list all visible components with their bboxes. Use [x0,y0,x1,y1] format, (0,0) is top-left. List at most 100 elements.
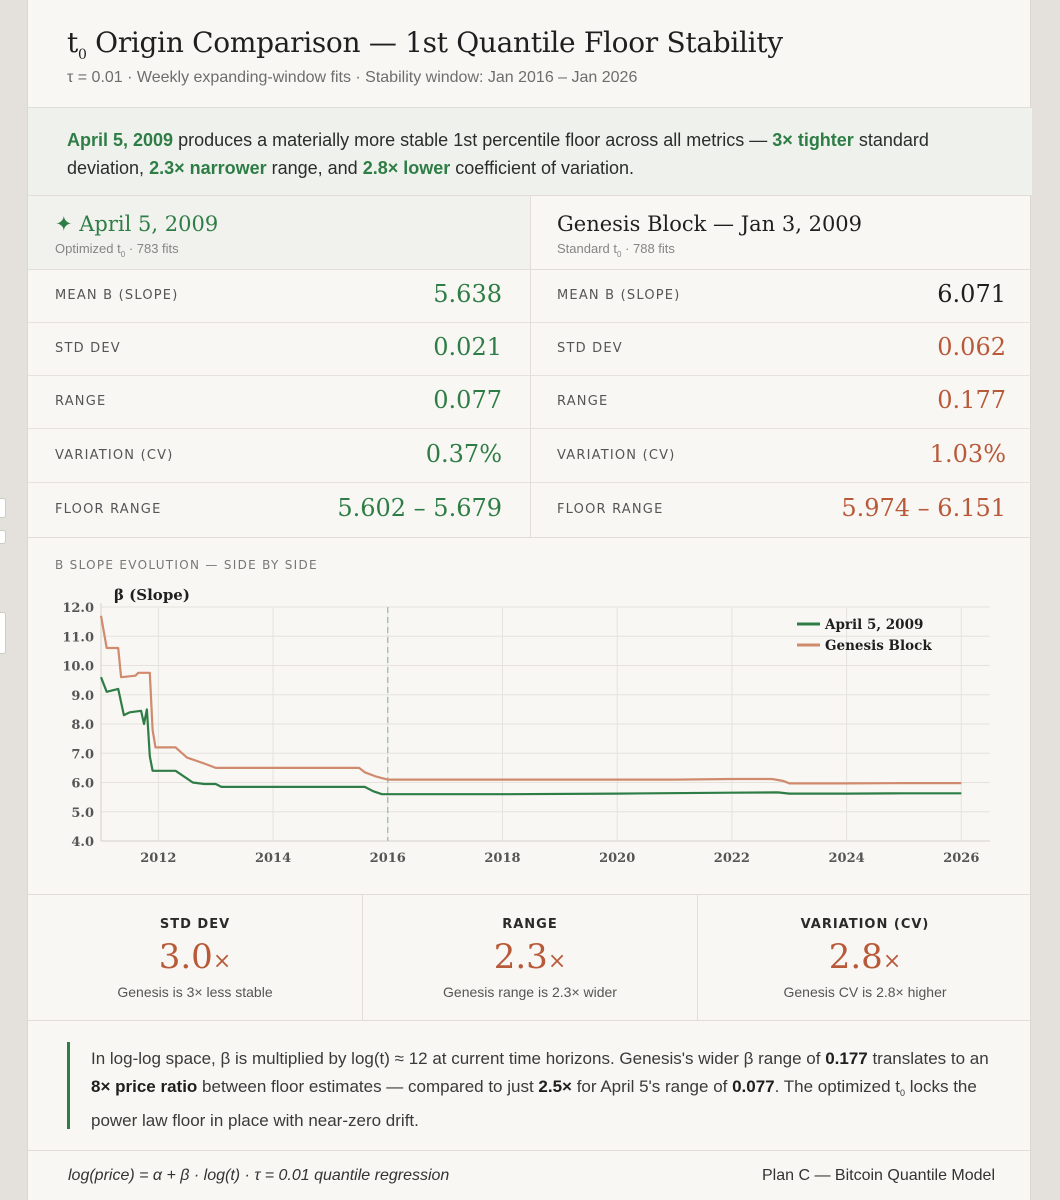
metric-value: 0.077 [433,386,502,414]
comparison-panels: ✦ April 5, 2009 Optimized t0 · 783 fits … [28,196,1032,538]
metric-label: FLOOR RANGE [55,502,162,517]
y-tick-label: 8.0 [71,718,94,733]
panel-fit-count: · 788 fits [621,241,675,256]
stat-std-dev: STD DEV 3.0× Genesis is 3× less stable [28,895,363,1021]
metric-row: MEAN B (SLOPE) 6.071 [531,270,1032,323]
legend-label: Genesis Block [825,638,932,654]
slope-chart: 4.0 5.0 6.0 7.0 8.0 9.0 10.0 11.0 12.0 2012 2014 20… [62,586,990,866]
header: t0 Origin Comparison — 1st Quantile Floo… [28,0,1032,108]
stat-number: 2.8 [828,937,883,977]
stat-range: RANGE 2.3× Genesis range is 2.3× wider [363,895,698,1021]
metric-row: VARIATION (CV) 1.03% [531,430,1032,483]
ratio-stats: STD DEV 3.0× Genesis is 3× less stable R… [28,895,1032,1021]
x-tick-label: 2020 [599,851,635,866]
x-tick-label: 2024 [829,851,865,866]
x-tick-label: 2016 [370,851,406,866]
panel-header: Genesis Block — Jan 3, 2009 Standard t0 … [531,196,1032,270]
metric-label: VARIATION (CV) [55,448,174,463]
stat-note: Genesis CV is 2.8× higher [783,984,947,1000]
metric-value: 0.37% [425,440,502,468]
metric-value: 5.974 – 6.151 [841,494,1006,522]
panel-title: ✦ April 5, 2009 [55,212,219,236]
summary-cv-highlight: 2.8× lower [362,158,451,178]
summary-text-3: range, and [266,158,363,178]
note-text: locks the power law floor in place with … [91,1077,977,1130]
side-tab-middle[interactable] [0,530,6,544]
metric-value: 5.602 – 5.679 [337,494,502,522]
metric-label: VARIATION (CV) [557,448,676,463]
metric-row: STD DEV 0.062 [531,323,1032,376]
metric-value: 0.177 [937,386,1006,414]
panel-sub-subscript: 0 [120,250,126,259]
note-bold: 8× price ratio [91,1077,198,1096]
note-text: In log-log space, β is multiplied by log… [91,1049,826,1068]
comparison-card: t0 Origin Comparison — 1st Quantile Floo… [27,0,1032,1200]
series-line-genesis [99,615,962,785]
y-tick-label: 12.0 [62,601,94,616]
metric-label: STD DEV [55,341,121,356]
metric-label: FLOOR RANGE [557,502,664,517]
summary-std-highlight: 3× tighter [772,130,854,150]
stat-number: 2.3 [493,937,548,977]
y-axis-title: β (Slope) [114,586,190,604]
stat-note: Genesis range is 2.3× wider [443,984,617,1000]
note-text: between floor estimates — compared to ju… [197,1077,539,1096]
legend-label: April 5, 2009 [824,617,923,633]
metric-value: 1.03% [929,440,1006,468]
y-tick-label: 10.0 [62,660,94,675]
metric-value: 0.062 [937,333,1006,361]
panel-sub-text: Standard t [557,241,617,256]
metric-label: MEAN B (SLOPE) [55,288,179,303]
metric-label: RANGE [55,394,107,409]
summary-text-2: standard deviation, [67,130,929,178]
panel-genesis: Genesis Block — Jan 3, 2009 Standard t0 … [531,196,1032,538]
panel-sub-text: Optimized t [55,241,121,256]
stat-number: 3.0 [158,937,213,977]
x-tick-label: 2012 [140,851,176,866]
metric-row: RANGE 0.177 [531,376,1032,429]
metric-row: STD DEV 0.021 [28,323,530,376]
stat-label: VARIATION (CV) [800,917,930,932]
summary-text-4: coefficient of variation. [450,158,635,178]
metric-value: 0.021 [433,333,502,361]
side-tab-top[interactable] [0,498,6,518]
panel-april-5: ✦ April 5, 2009 Optimized t0 · 783 fits … [28,196,531,538]
stat-cv: VARIATION (CV) 2.8× Genesis CV is 2.8× h… [698,895,1032,1021]
page-title: t0 Origin Comparison — 1st Quantile Floo… [67,26,783,63]
side-tab-lower[interactable] [0,612,6,654]
summary-date: April 5, 2009 [67,130,174,150]
y-tick-label: 9.0 [71,689,94,704]
page-subtitle: τ = 0.01 · Weekly expanding-window fits … [67,69,638,86]
note-bold: 2.5× [538,1077,572,1096]
metric-row: RANGE 0.077 [28,376,530,429]
metric-value: 5.638 [433,280,502,308]
y-tick-label: 11.0 [62,630,94,645]
note-subscript: 0 [900,1088,906,1098]
y-tick-label: 4.0 [71,835,94,850]
panel-header: ✦ April 5, 2009 Optimized t0 · 783 fits [28,196,530,270]
title-t: t [67,26,78,59]
y-tick-label: 7.0 [71,747,94,762]
stat-value: 3.0× [28,937,362,977]
y-tick-label: 6.0 [71,777,94,792]
panel-subtitle: Standard t0 · 788 fits [557,241,675,259]
chart-section: B SLOPE EVOLUTION — SIDE BY SIDE 4.0 5.0 6… [28,538,1032,895]
stat-label: STD DEV [159,917,231,932]
panel-fit-count: · 783 fits [125,241,179,256]
footer-credit: Plan C — Bitcoin Quantile Model [762,1167,995,1184]
stat-value: 2.3× [363,937,697,977]
metric-row: FLOOR RANGE 5.602 – 5.679 [28,484,530,537]
metric-row: FLOOR RANGE 5.974 – 6.151 [531,484,1032,537]
x-tick-label: 2018 [484,851,520,866]
note-text: for April 5's range of [571,1077,733,1096]
metric-label: RANGE [557,394,609,409]
footer: log(price) = α + β · log(t) · τ = 0.01 q… [28,1150,1032,1200]
stat-note: Genesis is 3× less stable [117,984,273,1000]
metric-value: 6.071 [937,280,1006,308]
x-tick-label: 2026 [943,851,979,866]
metric-label: STD DEV [557,341,623,356]
metric-row: VARIATION (CV) 0.37% [28,430,530,483]
panel-sub-subscript: 0 [617,250,622,259]
panel-subtitle: Optimized t0 · 783 fits [55,241,179,259]
metric-label: MEAN B (SLOPE) [557,288,681,303]
